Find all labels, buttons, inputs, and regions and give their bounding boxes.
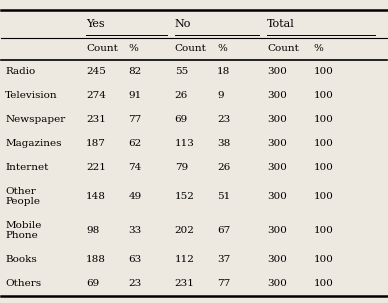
Text: 231: 231 <box>86 115 106 124</box>
Text: 221: 221 <box>86 163 106 172</box>
Text: 49: 49 <box>128 192 142 201</box>
Text: 300: 300 <box>267 163 287 172</box>
Text: 62: 62 <box>128 139 142 148</box>
Text: 152: 152 <box>175 192 195 201</box>
Text: 231: 231 <box>175 279 195 288</box>
Text: Radio: Radio <box>5 67 35 76</box>
Text: 300: 300 <box>267 192 287 201</box>
Text: Books: Books <box>5 255 37 264</box>
Text: 26: 26 <box>175 91 188 100</box>
Text: Newspaper: Newspaper <box>5 115 66 124</box>
Text: 38: 38 <box>217 139 230 148</box>
Text: Other
People: Other People <box>5 187 40 206</box>
Text: %: % <box>314 45 323 53</box>
Text: 300: 300 <box>267 255 287 264</box>
Text: 187: 187 <box>86 139 106 148</box>
Text: 63: 63 <box>128 255 142 264</box>
Text: 82: 82 <box>128 67 142 76</box>
Text: 148: 148 <box>86 192 106 201</box>
Text: Others: Others <box>5 279 42 288</box>
Text: 245: 245 <box>86 67 106 76</box>
Text: 69: 69 <box>86 279 99 288</box>
Text: 202: 202 <box>175 226 195 235</box>
Text: 26: 26 <box>217 163 230 172</box>
Text: Television: Television <box>5 91 58 100</box>
Text: 33: 33 <box>128 226 142 235</box>
Text: 100: 100 <box>314 255 333 264</box>
Text: %: % <box>128 45 139 53</box>
Text: 67: 67 <box>217 226 230 235</box>
Text: Count: Count <box>267 45 299 53</box>
Text: 300: 300 <box>267 139 287 148</box>
Text: 300: 300 <box>267 67 287 76</box>
Text: 113: 113 <box>175 139 195 148</box>
Text: No: No <box>175 19 191 29</box>
Text: 100: 100 <box>314 139 333 148</box>
Text: 188: 188 <box>86 255 106 264</box>
Text: 100: 100 <box>314 91 333 100</box>
Text: 77: 77 <box>128 115 142 124</box>
Text: 91: 91 <box>128 91 142 100</box>
Text: Count: Count <box>86 45 118 53</box>
Text: 300: 300 <box>267 279 287 288</box>
Text: 100: 100 <box>314 226 333 235</box>
Text: 100: 100 <box>314 279 333 288</box>
Text: 23: 23 <box>128 279 142 288</box>
Text: 9: 9 <box>217 91 224 100</box>
Text: 98: 98 <box>86 226 99 235</box>
Text: 69: 69 <box>175 115 188 124</box>
Text: Total: Total <box>267 19 295 29</box>
Text: Yes: Yes <box>86 19 105 29</box>
Text: Mobile
Phone: Mobile Phone <box>5 221 42 240</box>
Text: 100: 100 <box>314 192 333 201</box>
Text: 300: 300 <box>267 115 287 124</box>
Text: 18: 18 <box>217 67 230 76</box>
Text: 55: 55 <box>175 67 188 76</box>
Text: 100: 100 <box>314 163 333 172</box>
Text: 300: 300 <box>267 91 287 100</box>
Text: 112: 112 <box>175 255 195 264</box>
Text: 51: 51 <box>217 192 230 201</box>
Text: 300: 300 <box>267 226 287 235</box>
Text: 79: 79 <box>175 163 188 172</box>
Text: Magazines: Magazines <box>5 139 62 148</box>
Text: 100: 100 <box>314 67 333 76</box>
Text: %: % <box>217 45 227 53</box>
Text: 77: 77 <box>217 279 230 288</box>
Text: 23: 23 <box>217 115 230 124</box>
Text: 74: 74 <box>128 163 142 172</box>
Text: 100: 100 <box>314 115 333 124</box>
Text: 274: 274 <box>86 91 106 100</box>
Text: 37: 37 <box>217 255 230 264</box>
Text: Internet: Internet <box>5 163 48 172</box>
Text: Count: Count <box>175 45 207 53</box>
